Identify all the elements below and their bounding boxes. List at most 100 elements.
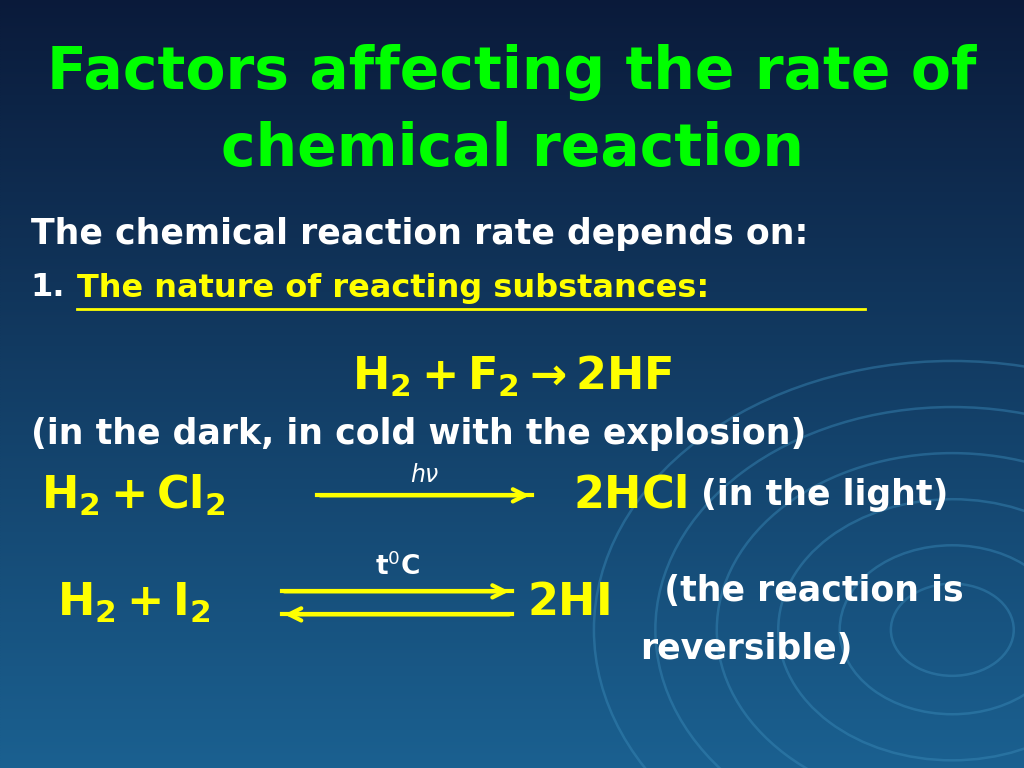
Bar: [0, 82, 1024, 84]
Bar: [0, 366, 1024, 369]
Bar: [0, 292, 1024, 294]
Bar: [0, 369, 1024, 371]
Bar: [0, 266, 1024, 269]
Bar: [0, 179, 1024, 182]
Bar: [0, 471, 1024, 474]
Bar: [0, 535, 1024, 538]
Bar: [0, 443, 1024, 445]
Text: $\mathbf{H_2 + I_2}$: $\mathbf{H_2 + I_2}$: [56, 581, 210, 625]
Bar: [0, 540, 1024, 543]
Bar: [0, 461, 1024, 463]
Text: $\mathbf{H_2 + F_2 \rightarrow 2HF}$: $\mathbf{H_2 + F_2 \rightarrow 2HF}$: [352, 354, 672, 399]
Bar: [0, 676, 1024, 678]
Bar: [0, 346, 1024, 348]
Bar: [0, 755, 1024, 758]
Bar: [0, 620, 1024, 622]
Bar: [0, 422, 1024, 425]
Bar: [0, 445, 1024, 448]
Bar: [0, 338, 1024, 340]
Bar: [0, 492, 1024, 494]
Bar: [0, 678, 1024, 681]
Bar: [0, 643, 1024, 645]
Bar: [0, 740, 1024, 743]
Bar: [0, 505, 1024, 507]
Bar: [0, 156, 1024, 159]
Bar: [0, 169, 1024, 171]
Bar: [0, 409, 1024, 412]
Bar: [0, 313, 1024, 315]
Bar: [0, 425, 1024, 428]
Bar: [0, 766, 1024, 768]
Bar: [0, 468, 1024, 471]
Bar: [0, 77, 1024, 79]
Bar: [0, 294, 1024, 297]
Bar: [0, 640, 1024, 643]
Bar: [0, 61, 1024, 64]
Bar: [0, 478, 1024, 482]
Bar: [0, 240, 1024, 243]
Text: (the reaction is: (the reaction is: [640, 574, 964, 608]
Bar: [0, 290, 1024, 292]
Bar: [0, 263, 1024, 266]
Bar: [0, 90, 1024, 92]
Bar: [0, 637, 1024, 640]
Bar: [0, 551, 1024, 553]
Bar: [0, 617, 1024, 620]
Bar: [0, 743, 1024, 745]
Bar: [0, 624, 1024, 627]
Bar: [0, 571, 1024, 574]
Bar: [0, 553, 1024, 555]
Bar: [0, 207, 1024, 210]
Bar: [0, 118, 1024, 121]
Bar: [0, 108, 1024, 110]
Bar: [0, 228, 1024, 230]
Bar: [0, 697, 1024, 699]
Text: (in the light): (in the light): [701, 478, 949, 512]
Bar: [0, 138, 1024, 141]
Bar: [0, 438, 1024, 440]
Bar: [0, 482, 1024, 484]
Bar: [0, 576, 1024, 578]
Bar: [0, 215, 1024, 217]
Bar: [0, 105, 1024, 108]
Bar: [0, 532, 1024, 535]
Bar: [0, 453, 1024, 455]
Bar: [0, 148, 1024, 151]
Bar: [0, 670, 1024, 674]
Bar: [0, 361, 1024, 363]
Bar: [0, 507, 1024, 509]
Bar: [0, 735, 1024, 737]
Bar: [0, 530, 1024, 532]
Text: The nature of reacting substances:: The nature of reacting substances:: [77, 273, 709, 303]
Bar: [0, 18, 1024, 21]
Bar: [0, 517, 1024, 520]
Bar: [0, 271, 1024, 274]
Bar: [0, 589, 1024, 591]
Bar: [0, 67, 1024, 69]
Bar: [0, 259, 1024, 261]
Bar: [0, 79, 1024, 82]
Bar: [0, 760, 1024, 763]
Text: chemical reaction: chemical reaction: [220, 121, 804, 178]
Bar: [0, 317, 1024, 320]
Bar: [0, 405, 1024, 407]
Bar: [0, 645, 1024, 647]
Bar: [0, 407, 1024, 409]
Bar: [0, 307, 1024, 310]
Bar: [0, 668, 1024, 670]
Bar: [0, 428, 1024, 430]
Bar: [0, 578, 1024, 581]
Bar: [0, 555, 1024, 558]
Bar: [0, 200, 1024, 202]
Bar: [0, 586, 1024, 589]
Bar: [0, 599, 1024, 601]
Bar: [0, 133, 1024, 136]
Text: $\mathbf{H_2 + Cl_2}$: $\mathbf{H_2 + Cl_2}$: [41, 473, 225, 518]
Text: (in the dark, in cold with the explosion): (in the dark, in cold with the explosion…: [31, 417, 806, 451]
Bar: [0, 522, 1024, 525]
Bar: [0, 223, 1024, 225]
Bar: [0, 568, 1024, 571]
Bar: [0, 397, 1024, 399]
Bar: [0, 561, 1024, 563]
Bar: [0, 674, 1024, 676]
